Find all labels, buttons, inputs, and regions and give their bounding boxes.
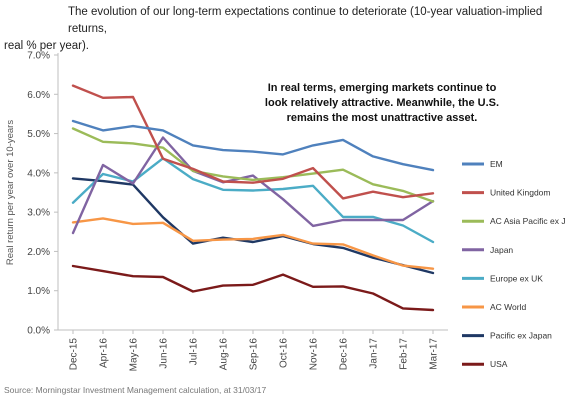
legend-label: Europe ex UK: [490, 273, 543, 283]
legend-label: AC World: [490, 302, 526, 312]
x-tick-label: Jul-16: [189, 338, 200, 366]
y-tick-label: 6.0%: [27, 90, 50, 101]
legend-label: Japan: [490, 245, 513, 255]
series-line-em: [71, 119, 435, 172]
y-axis-label: Real return per year over 10-years: [5, 120, 16, 265]
series-line-ac-world: [71, 217, 435, 270]
legend-label: USA: [490, 359, 508, 369]
x-tick-label: Nov-16: [309, 338, 320, 371]
x-tick-label: Mar-17: [429, 338, 440, 370]
y-tick-label: 0.0%: [27, 326, 50, 337]
y-tick-label: 1.0%: [27, 286, 50, 297]
x-tick-label: Jan-17: [369, 338, 380, 369]
annotation-line: In real terms, emerging markets continue…: [268, 82, 497, 94]
x-tick-label: Apr-16: [99, 338, 110, 368]
series-line-japan: [71, 136, 435, 235]
x-tick-label: Aug-16: [219, 338, 230, 371]
series-line-united-kingdom: [71, 84, 435, 200]
annotation-line: remains the most unattractive asset.: [287, 112, 478, 124]
annotation-line: look relatively attractive. Meanwhile, t…: [265, 97, 499, 109]
chart-title: The evolution of our long-term expectati…: [4, 4, 560, 55]
x-tick-label: May-16: [129, 338, 140, 372]
series-line-usa: [71, 264, 435, 312]
x-tick-label: Dec-15: [69, 338, 80, 371]
y-tick-label: 7.0%: [27, 51, 50, 62]
source-note: Source: Morningstar Investment Managemen…: [4, 385, 267, 395]
x-tick-label: Oct-16: [279, 338, 290, 368]
series-line-europe-ex-uk: [71, 157, 435, 244]
y-tick-label: 5.0%: [27, 129, 50, 140]
series-line-ac-asia-pacific-ex-jp: [71, 127, 435, 203]
x-tick-label: Dec-16: [339, 338, 350, 371]
y-tick-label: 3.0%: [27, 208, 50, 219]
title-line-1: The evolution of our long-term expectati…: [68, 6, 543, 35]
x-tick-label: Sep-16: [249, 338, 260, 371]
legend-label: AC Asia Pacific ex JP: [490, 216, 565, 226]
title-line-2: real % per year).: [4, 40, 90, 52]
legend-label: United Kingdom: [490, 188, 550, 198]
line-chart: 0.0% 1.0% 2.0% 3.0% 4.0% 5.0% 6.0% 7.0% Real ret…: [5, 51, 565, 372]
legend-label: Pacific ex Japan: [490, 331, 552, 341]
y-tick-label: 4.0%: [27, 168, 50, 179]
x-tick-label: Jun-16: [159, 338, 170, 369]
y-tick-label: 2.0%: [27, 247, 50, 258]
legend-label: EM: [490, 159, 503, 169]
x-tick-label: Feb-17: [399, 338, 410, 370]
